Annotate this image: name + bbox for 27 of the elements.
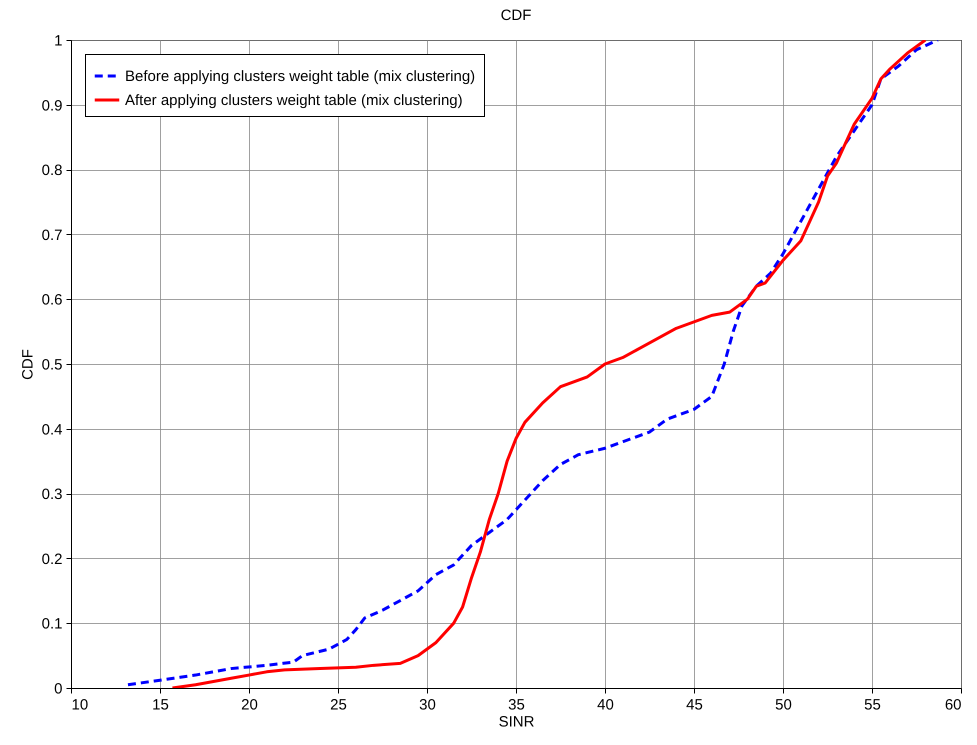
- x-tick-label: 35: [508, 696, 525, 714]
- y-tick-label: 0.3: [42, 486, 62, 504]
- y-tick-label: 0.9: [42, 97, 62, 114]
- x-tick-label: 20: [241, 696, 258, 714]
- x-tick-label: 15: [152, 696, 169, 714]
- x-tick-label: 60: [944, 696, 962, 714]
- y-tick-label: 0.6: [42, 292, 62, 309]
- y-axis-title: CDF: [20, 349, 37, 380]
- legend-label: Before applying clusters weight table (mix clustering): [125, 68, 476, 85]
- y-tick-label: 0.4: [42, 421, 62, 438]
- y-tick-label: 0.7: [42, 226, 62, 244]
- x-tick-label: 25: [330, 696, 347, 714]
- x-tick-label: 45: [686, 696, 703, 714]
- x-tick-label: 50: [775, 696, 792, 714]
- x-tick-label: 30: [419, 696, 436, 714]
- x-axis-title: SINR: [498, 714, 535, 730]
- y-tick-label: 0.8: [42, 162, 62, 180]
- x-tick-label: 10: [72, 696, 88, 714]
- x-tick-label: 55: [864, 696, 881, 714]
- y-tick-label: 0.1: [42, 616, 62, 633]
- legend-label: After applying clusters weight table (mix clustering): [125, 92, 463, 109]
- y-tick-label: 1: [54, 32, 62, 50]
- y-tick-label: 0.5: [42, 356, 62, 374]
- y-tick-label: 0: [54, 680, 62, 698]
- x-tick-label: 40: [597, 696, 614, 714]
- y-tick-label: 0.2: [42, 550, 62, 568]
- chart-title: CDF: [500, 7, 532, 24]
